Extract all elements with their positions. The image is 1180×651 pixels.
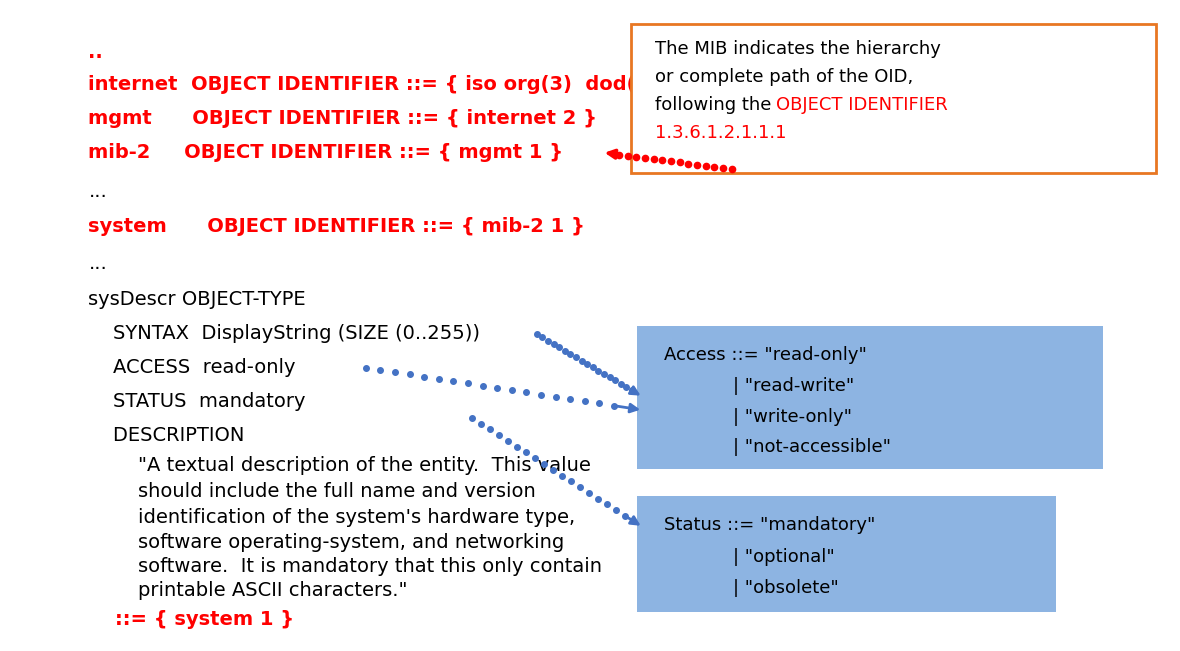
Text: should include the full name and version: should include the full name and version xyxy=(88,482,536,501)
Text: mib-2     OBJECT IDENTIFIER ::= { mgmt 1 }: mib-2 OBJECT IDENTIFIER ::= { mgmt 1 } xyxy=(88,143,564,162)
Text: | "optional": | "optional" xyxy=(664,547,835,566)
Text: Access ::= "read-only": Access ::= "read-only" xyxy=(664,346,867,364)
Text: Status ::= "mandatory": Status ::= "mandatory" xyxy=(664,516,876,534)
Text: software operating-system, and networking: software operating-system, and networkin… xyxy=(88,533,565,552)
Text: printable ASCII characters.": printable ASCII characters." xyxy=(88,581,408,600)
Text: SYNTAX  DisplayString (SIZE (0..255)): SYNTAX DisplayString (SIZE (0..255)) xyxy=(88,324,480,344)
Text: mgmt      OBJECT IDENTIFIER ::= { internet 2 }: mgmt OBJECT IDENTIFIER ::= { internet 2 … xyxy=(88,109,597,128)
Text: software.  It is mandatory that this only contain: software. It is mandatory that this only… xyxy=(88,557,603,576)
Text: The MIB indicates the hierarchy: The MIB indicates the hierarchy xyxy=(655,40,940,58)
Text: ACCESS  read-only: ACCESS read-only xyxy=(88,358,296,378)
Text: | "obsolete": | "obsolete" xyxy=(664,579,839,597)
Text: ::= { system 1 }: ::= { system 1 } xyxy=(88,610,295,630)
Text: | "write-only": | "write-only" xyxy=(664,408,852,426)
Text: sysDescr OBJECT-TYPE: sysDescr OBJECT-TYPE xyxy=(88,290,306,309)
Text: DESCRIPTION: DESCRIPTION xyxy=(88,426,245,445)
Text: system      OBJECT IDENTIFIER ::= { mib-2 1 }: system OBJECT IDENTIFIER ::= { mib-2 1 } xyxy=(88,217,585,236)
Text: ..: .. xyxy=(88,42,104,62)
Text: 1.3.6.1.2.1.1.1: 1.3.6.1.2.1.1.1 xyxy=(655,124,786,142)
Text: internet  OBJECT IDENTIFIER ::= { iso org(3)  dod(6)  1 }: internet OBJECT IDENTIFIER ::= { iso org… xyxy=(88,75,707,94)
Text: identification of the system's hardware type,: identification of the system's hardware … xyxy=(88,508,576,527)
Text: | "read-write": | "read-write" xyxy=(664,377,854,395)
FancyBboxPatch shape xyxy=(637,326,1103,469)
Text: STATUS  mandatory: STATUS mandatory xyxy=(88,392,306,411)
Text: ...: ... xyxy=(88,182,107,201)
Text: or complete path of the OID,: or complete path of the OID, xyxy=(655,68,913,86)
FancyBboxPatch shape xyxy=(637,496,1056,612)
Text: following the: following the xyxy=(655,96,776,114)
Text: "A textual description of the entity.  This value: "A textual description of the entity. Th… xyxy=(88,456,591,475)
Text: ...: ... xyxy=(88,253,107,273)
Text: OBJECT IDENTIFIER: OBJECT IDENTIFIER xyxy=(776,96,949,114)
Text: | "not-accessible": | "not-accessible" xyxy=(664,438,891,456)
FancyBboxPatch shape xyxy=(631,24,1156,173)
